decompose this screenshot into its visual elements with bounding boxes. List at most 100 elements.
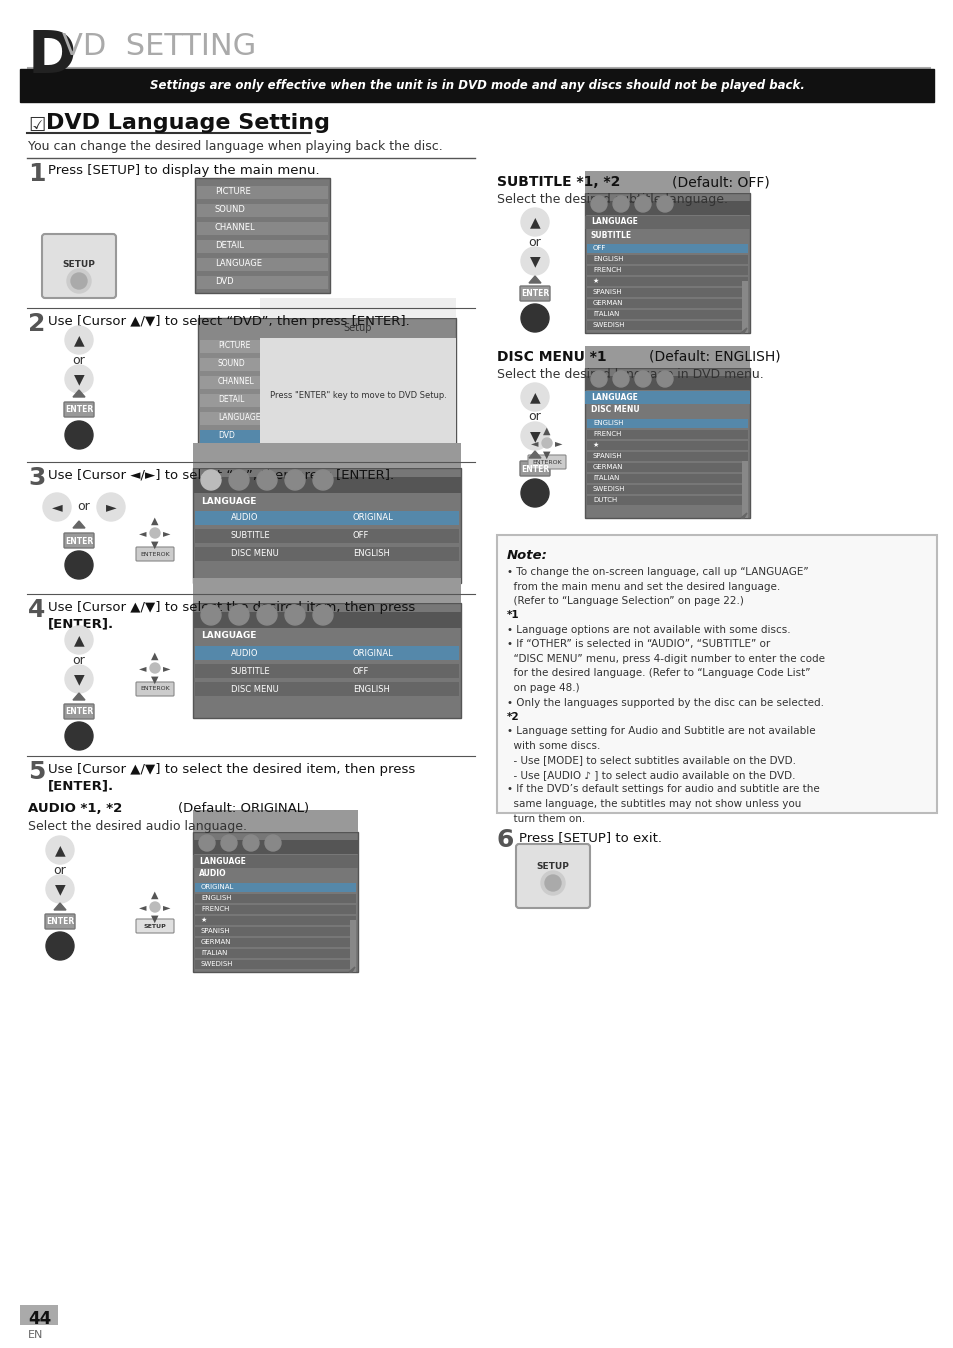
Text: LANGUAGE: LANGUAGE [201,496,256,506]
Bar [586,244,747,253]
Text: ◄: ◄ [531,438,538,448]
Circle shape [199,834,214,851]
FancyBboxPatch shape [516,844,589,909]
Bar [196,276,328,288]
Text: ORIGINAL: ORIGINAL [201,884,234,890]
FancyBboxPatch shape [519,461,550,476]
Text: ▼: ▼ [73,372,84,386]
Circle shape [46,836,74,864]
Text: ENTER: ENTER [65,537,93,546]
Bar [586,321,747,330]
Text: ▲: ▲ [73,333,84,346]
Bar [20,1305,58,1325]
Bar [194,960,355,969]
Text: ▲: ▲ [54,842,65,857]
Bar [200,359,260,371]
Circle shape [635,195,650,212]
Bar [200,340,260,353]
Circle shape [520,305,548,332]
Bar [586,266,747,275]
Text: FRENCH: FRENCH [201,906,229,913]
Bar [196,222,328,235]
Text: SWEDISH: SWEDISH [593,322,625,328]
Bar [584,171,749,193]
Text: ◄: ◄ [139,902,147,913]
Text: VD  SETTING: VD SETTING [62,32,256,61]
Text: Use [Cursor ◄/►] to select “   ”, then press [ENTER].: Use [Cursor ◄/►] to select “ ”, then pre… [48,469,394,483]
Text: or: or [528,236,540,248]
Text: FRENCH: FRENCH [593,431,620,437]
Bar [193,840,357,855]
Bar [193,855,357,868]
Polygon shape [73,693,85,700]
Bar [194,949,355,958]
Text: You can change the desired language when playing back the disc.: You can change the desired language when… [28,140,442,154]
Text: LANGUAGE: LANGUAGE [201,631,256,640]
Text: SWEDISH: SWEDISH [593,487,625,492]
Text: SPANISH: SPANISH [201,927,231,934]
Bar [194,905,355,914]
Text: Settings are only effective when the unit is in DVD mode and any discs should no: Settings are only effective when the uni… [150,80,803,93]
Circle shape [243,834,258,851]
Text: ▲: ▲ [542,426,550,435]
FancyBboxPatch shape [136,547,173,561]
Text: ITALIAN: ITALIAN [201,950,227,956]
Text: SPANISH: SPANISH [593,288,622,295]
Text: ITALIAN: ITALIAN [593,474,618,481]
Text: on page 48.): on page 48.) [506,683,579,693]
Bar [584,346,749,368]
Bar [193,468,460,582]
Circle shape [46,931,74,960]
Bar [741,280,747,333]
Bar [350,919,355,972]
Bar [194,894,355,903]
Text: - Use [MODE] to select subtitles available on the DVD.: - Use [MODE] to select subtitles availab… [506,755,795,766]
Text: ▼: ▼ [542,450,550,460]
FancyBboxPatch shape [136,919,173,933]
Text: ORIGINAL: ORIGINAL [353,648,394,658]
Text: ►: ► [163,528,171,538]
Text: DISC MENU: DISC MENU [231,685,278,693]
Text: ENTEROK: ENTEROK [140,686,170,692]
Text: ▼: ▼ [529,429,539,443]
FancyBboxPatch shape [42,235,116,298]
Bar [193,477,460,493]
Circle shape [613,371,628,387]
Bar [586,299,747,307]
Bar [200,430,260,443]
Text: ENTER: ENTER [46,918,74,926]
Bar [200,412,260,425]
Polygon shape [740,514,746,518]
Text: ▼: ▼ [152,914,158,923]
Polygon shape [740,328,746,333]
Bar [586,485,747,493]
Text: turn them on.: turn them on. [506,813,584,824]
Text: ►: ► [163,902,171,913]
Bar [497,535,936,813]
Text: ENTEROK: ENTEROK [532,460,561,465]
Bar [194,883,355,892]
Text: or: or [72,353,85,367]
Text: ENGLISH: ENGLISH [593,256,623,262]
Text: LANGUAGE: LANGUAGE [590,392,638,402]
Bar [196,186,328,200]
Circle shape [657,371,672,387]
Text: AUDIO: AUDIO [199,869,227,879]
Circle shape [150,902,160,913]
Text: ◄: ◄ [139,663,147,673]
Circle shape [520,479,548,507]
Bar [194,938,355,948]
Bar [586,419,747,429]
Circle shape [65,421,92,449]
Text: ITALIAN: ITALIAN [593,311,618,317]
Text: SWEDISH: SWEDISH [201,961,233,967]
Text: SUBTITLE: SUBTITLE [590,231,632,240]
Text: • Only the languages supported by the disc can be selected.: • Only the languages supported by the di… [506,697,823,708]
Text: ▲: ▲ [529,214,539,229]
Circle shape [201,470,221,491]
Circle shape [256,605,276,625]
Bar [586,441,747,450]
Text: 2: 2 [28,311,46,336]
Text: LANGUAGE: LANGUAGE [199,856,246,865]
Circle shape [67,270,91,293]
